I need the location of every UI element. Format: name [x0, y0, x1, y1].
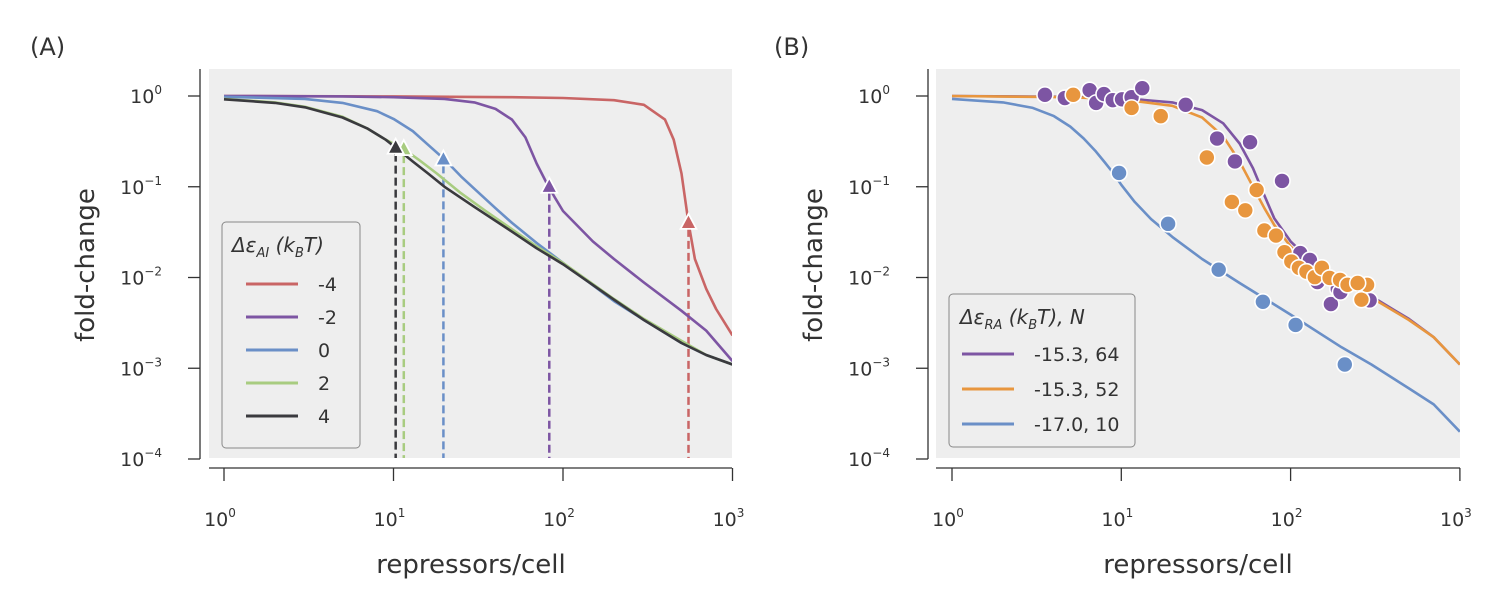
data-point--15-3-52 [1348, 274, 1367, 292]
data-point--15-3-64 [1133, 79, 1152, 97]
panel-a-y-axis-label: fold-change [71, 188, 101, 342]
panel-b-legend-title: ΔεRA (kBT), N [958, 305, 1085, 333]
y-tick-label: 100 [130, 83, 162, 108]
data-point--17-0-10 [1336, 355, 1354, 374]
y-tick-label: 10−2 [848, 265, 890, 290]
panel-a-y-axis: 100 10−1 10−2 10−3 10−4 [120, 69, 201, 471]
panel-a-legend: ΔεAI (kBT) -4 -2 0 2 4 [221, 221, 361, 449]
data-point--15-3-64 [1273, 172, 1291, 190]
x-tick-label: 101 [1101, 506, 1133, 531]
panel-b-label: (B) [774, 33, 809, 61]
y-tick-label: 10−4 [120, 446, 162, 471]
y-tick-label: 10−1 [848, 174, 890, 199]
panel-b-x-axis: 100 101 102 103 [932, 467, 1472, 531]
x-tick-label: 100 [932, 506, 964, 531]
panel-b-x-axis-label: repressors/cell [1103, 550, 1292, 580]
panel-a-label: (A) [30, 33, 65, 61]
series-line--2 [223, 94, 732, 362]
legend-title-delta: Δε [230, 233, 257, 257]
y-tick-label: 10−3 [848, 355, 890, 380]
data-point--17-0-10 [1286, 316, 1305, 334]
data-point--15-3-52 [1122, 99, 1141, 117]
panel-a-x-axis: 100 101 102 103 [204, 467, 745, 531]
panel-b-legend: ΔεRA (kBT), N -15.3, 64 -15.3, 52 -17.0, 1… [948, 293, 1136, 448]
data-point--15-3-64 [1241, 133, 1259, 151]
x-tick-label: 102 [543, 506, 575, 531]
legend-title-rest: (k [1002, 305, 1029, 329]
data-point--17-0-10 [1110, 164, 1128, 182]
y-tick-label: 100 [858, 83, 890, 108]
legend-title-end: T), N [1037, 305, 1085, 329]
legend-label: 0 [318, 340, 330, 362]
legend-label: -15.3, 64 [1034, 344, 1119, 366]
triangle-marker--4 [678, 211, 698, 230]
legend-label: -2 [318, 307, 337, 329]
data-point--15-3-64 [1226, 152, 1244, 171]
data-point--15-3-52 [1267, 226, 1285, 245]
triangle-marker--2 [539, 175, 559, 194]
data-point--15-3-52 [1247, 181, 1266, 199]
x-tick-label: 102 [1271, 506, 1303, 531]
y-tick-label: 10−3 [120, 355, 162, 380]
panel-a-curves [223, 94, 732, 458]
data-point--15-3-52 [1064, 86, 1083, 104]
data-point--15-3-52 [1151, 107, 1170, 125]
panel-a-x-axis-label: repressors/cell [376, 550, 565, 580]
panel-b: (B) 100 10−1 10−2 10−3 10−4 100 101 102 103 rep… [774, 33, 1472, 580]
panel-b-y-axis: 100 10−1 10−2 10−3 10−4 [848, 69, 929, 471]
panel-a: (A) 100 10−1 10−2 10−3 10−4 100 101 102 103 rep… [30, 33, 744, 580]
data-point--15-3-64 [1176, 95, 1195, 114]
data-point--15-3-52 [1198, 148, 1216, 167]
triangle-marker-4 [386, 136, 406, 155]
legend-title-sub: AI [256, 246, 270, 261]
triangle-marker-0 [433, 148, 453, 167]
x-tick-label: 100 [204, 506, 236, 531]
series-line-4 [223, 98, 732, 366]
legend-title-sub2: B [295, 246, 304, 261]
panel-a-legend-box [221, 221, 361, 449]
x-tick-label: 103 [1440, 506, 1472, 531]
legend-label: -15.3, 52 [1034, 379, 1119, 401]
data-point--15-3-52 [1223, 193, 1241, 211]
legend-title-sub2: B [1028, 318, 1037, 333]
panel-b-points [1036, 79, 1379, 374]
x-tick-label: 103 [713, 506, 745, 531]
data-point--15-3-52 [1236, 201, 1255, 220]
panel-b-y-axis-label: fold-change [799, 188, 829, 342]
legend-label: 4 [318, 406, 330, 428]
legend-label: -17.0, 10 [1034, 414, 1119, 436]
legend-title-rest: (k [269, 233, 296, 257]
data-point--17-0-10 [1209, 260, 1228, 279]
data-point--15-3-52 [1352, 290, 1371, 309]
panel-b-legend-box [948, 293, 1136, 448]
x-tick-label: 101 [374, 506, 406, 531]
series-line--17.0, 10 [951, 97, 1460, 433]
legend-label: 2 [318, 373, 330, 395]
y-tick-label: 10−1 [120, 174, 162, 199]
legend-label: -4 [318, 274, 337, 296]
legend-title-end: T) [304, 233, 324, 257]
legend-title-delta: Δε [958, 305, 985, 329]
data-point--17-0-10 [1254, 292, 1272, 311]
y-tick-label: 10−2 [120, 265, 162, 290]
panel-a-legend-title: ΔεAI (kBT) [230, 233, 324, 261]
legend-title-sub: RA [985, 318, 1003, 333]
panel-b-legend-items: -15.3, 64 -15.3, 52 -17.0, 10 [962, 344, 1119, 436]
data-point--15-3-64 [1322, 295, 1340, 313]
y-tick-label: 10−4 [848, 446, 890, 471]
data-point--15-3-64 [1208, 129, 1226, 148]
series-line--4 [223, 94, 732, 337]
data-point--15-3-64 [1036, 86, 1054, 104]
panel-a-legend-items: -4 -2 0 2 4 [246, 274, 337, 428]
data-point--17-0-10 [1159, 215, 1177, 233]
